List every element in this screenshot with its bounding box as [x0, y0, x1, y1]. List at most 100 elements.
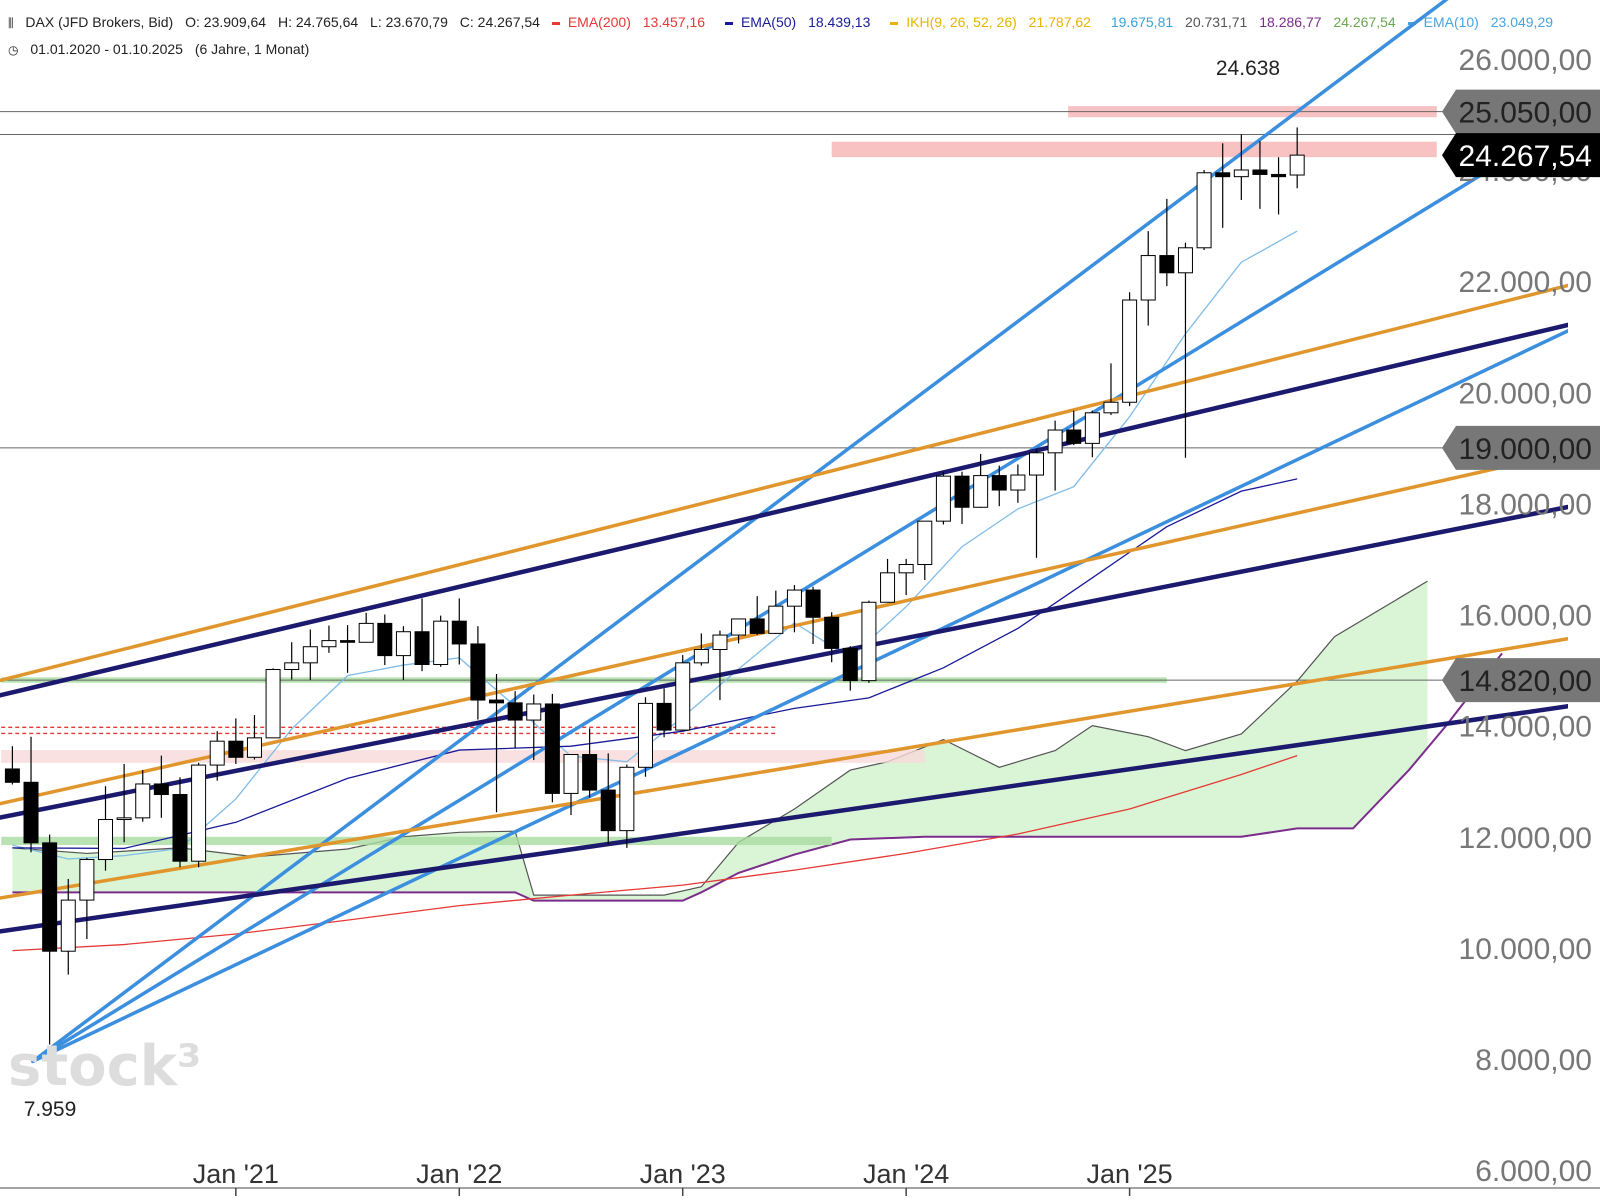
- close-value: C: 24.267,54: [459, 14, 540, 30]
- price-tag-shape: [1442, 658, 1600, 703]
- header-line-range: ◷ 01.01.2020 - 01.10.2025 (6 Jahre, 1 Mo…: [8, 41, 317, 57]
- candle-body: [395, 631, 411, 657]
- candle-body: [265, 669, 281, 739]
- support-green-lower-zone: [1, 836, 832, 846]
- watermark-logo: stock³: [8, 1034, 202, 1099]
- candle-body: [880, 572, 896, 603]
- x-tick-label: Jan '22: [416, 1159, 502, 1189]
- price-tag-2426754: 24.267,54: [1442, 133, 1600, 178]
- candle-2022-09: [600, 753, 616, 845]
- candle-body: [4, 768, 20, 783]
- candle-body: [60, 899, 76, 952]
- candle-2021-01: [228, 718, 244, 764]
- candle-body: [1159, 255, 1175, 274]
- candle-body: [1252, 169, 1268, 175]
- candle-2025-08: [1252, 141, 1268, 209]
- candle-2023-01: [675, 655, 691, 731]
- legend-ema10[interactable]: EMA(10) 23.049,29: [1407, 14, 1561, 30]
- candle-2025-10: [1289, 127, 1305, 189]
- ikh-label: IKH(9, 26, 52, 26): [906, 14, 1017, 30]
- legend-ikh[interactable]: IKH(9, 26, 52, 26) 21.787,62: [890, 14, 1099, 30]
- candle-body: [1196, 172, 1212, 249]
- ikh-value-chikou: 24.267,54: [1333, 14, 1396, 30]
- candle-2024-05: [973, 453, 989, 508]
- candle-body: [786, 589, 802, 607]
- price-tag-label: 24.267,54: [1459, 140, 1592, 173]
- candle-body: [209, 740, 225, 766]
- candle-2020-12: [209, 731, 225, 781]
- candle-body: [600, 789, 616, 832]
- candle-body: [153, 783, 169, 796]
- candle-body: [1289, 154, 1305, 176]
- ema200-value: 13.457,16: [642, 14, 706, 30]
- price-tag-shape: [1442, 133, 1600, 178]
- ema50-swatch: [724, 21, 733, 25]
- candle-2025-04: [1177, 242, 1193, 458]
- candle-2020-10: [172, 777, 188, 868]
- candle-2023-10: [842, 646, 858, 691]
- ikh-swatch: [890, 21, 899, 25]
- chart-type-icon[interactable]: ⫼: [8, 16, 14, 30]
- candle-body: [172, 794, 188, 862]
- candle-2021-04: [284, 642, 300, 680]
- price-tag-label: 25.050,00: [1459, 97, 1592, 130]
- candle-2024-08: [1029, 449, 1044, 558]
- candle-2024-12: [1103, 363, 1119, 416]
- candle-2025-07: [1233, 134, 1249, 201]
- candle-2022-08: [582, 728, 598, 798]
- candle-2022-03: [489, 673, 505, 813]
- candle-2025-06: [1215, 143, 1231, 228]
- ikh-cloud: [12, 581, 1428, 901]
- y-tick-label: 8.000,00: [1475, 1044, 1592, 1077]
- candle-body: [1103, 401, 1119, 414]
- candle-2020-06: [98, 786, 113, 871]
- candle-body: [1047, 429, 1063, 454]
- price-tag-shape: [1442, 425, 1600, 470]
- candle-body: [731, 618, 747, 636]
- candle-body: [191, 764, 207, 862]
- ema10-swatch: [1407, 21, 1416, 25]
- candle-2020-08: [135, 770, 151, 822]
- candle-2023-09: [824, 612, 840, 663]
- candle-body: [451, 620, 467, 645]
- candle-2020-02: [23, 736, 39, 853]
- trendline-navy-1: [0, 322, 1568, 698]
- legend-ema50[interactable]: EMA(50) 18.439,13: [724, 14, 878, 30]
- candle-2021-12: [433, 615, 449, 667]
- y-tick-label: 20.000,00: [1459, 377, 1592, 410]
- symbol-label[interactable]: DAX (JFD Brokers, Bid): [25, 14, 174, 30]
- ikh-value-kijun: 19.675,81: [1110, 14, 1174, 30]
- legend-ema200[interactable]: EMA(200) 13.457,16: [551, 14, 713, 30]
- candle-2021-07: [340, 625, 356, 673]
- price-tag-2505000: 25.050,00: [1442, 89, 1600, 134]
- ema200-label: EMA(200): [567, 14, 631, 30]
- candle-body: [898, 563, 914, 574]
- candle-body: [321, 640, 337, 648]
- candle-body: [637, 702, 653, 768]
- ema50-label: EMA(50): [740, 14, 797, 30]
- candle-2023-08: [805, 586, 821, 644]
- candle-body: [1215, 172, 1231, 178]
- candle-body: [1084, 412, 1100, 444]
- candle-body: [1066, 429, 1082, 444]
- ikh-value-span-a: 20.731,71: [1185, 14, 1248, 30]
- candle-2022-12: [656, 688, 672, 738]
- candle-body: [861, 601, 877, 682]
- y-tick-label: 10.000,00: [1459, 933, 1592, 966]
- candle-2023-12: [880, 558, 896, 603]
- candle-body: [768, 605, 784, 634]
- date-range[interactable]: 01.01.2020 - 01.10.2025: [30, 41, 183, 57]
- candle-body: [116, 817, 132, 821]
- candle-body: [619, 766, 635, 832]
- price-tag-1482000: 14.820,00: [1442, 658, 1600, 703]
- ema50-line: [12, 478, 1298, 850]
- candle-body: [470, 643, 486, 701]
- candle-2023-04: [731, 618, 747, 644]
- candle-2020-04: [60, 878, 76, 975]
- candle-body: [489, 699, 505, 704]
- candle-body: [973, 475, 989, 508]
- candle-2022-05: [526, 694, 542, 761]
- candle-2022-04: [507, 691, 523, 748]
